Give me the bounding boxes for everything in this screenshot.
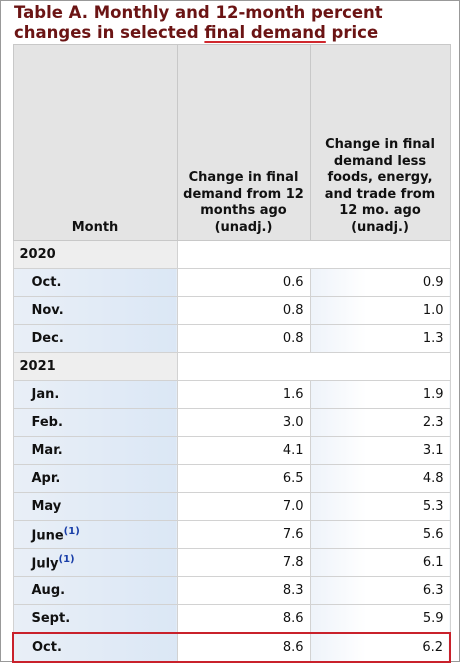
month-cell: Aug. xyxy=(12,576,178,605)
month-row: Dec. 0.8 1.3 xyxy=(12,324,451,353)
value-cell: 5.6 xyxy=(309,520,451,549)
footnote: (1) xyxy=(64,526,80,537)
month-cell: Oct. xyxy=(12,632,178,663)
value-cell: 5.3 xyxy=(309,492,451,521)
month-cell: Nov. xyxy=(12,296,178,325)
month-row: Oct. 0.6 0.9 xyxy=(12,268,451,297)
value-cell: 4.1 xyxy=(176,436,311,465)
header-row: Month Change in final demand from 12 mon… xyxy=(12,44,451,241)
month-row: Nov. 0.8 1.0 xyxy=(12,296,451,325)
value-cell: 6.3 xyxy=(309,576,451,605)
month-label: Oct. xyxy=(32,640,62,655)
blank-cell xyxy=(176,352,451,381)
value-cell: 1.9 xyxy=(309,380,451,409)
title-highlight: final demand xyxy=(204,23,326,42)
month-row: Aug. 8.3 6.3 xyxy=(12,576,451,605)
month-row: Oct. 8.6 6.2 xyxy=(12,632,451,663)
month-label: Dec. xyxy=(31,331,64,346)
month-row: Apr. 6.5 4.8 xyxy=(12,464,451,493)
month-row: Sept. 8.6 5.9 xyxy=(12,604,451,634)
month-row: May 7.0 5.3 xyxy=(12,492,451,521)
value-cell: 7.0 xyxy=(176,492,311,521)
month-cell: July(1) xyxy=(12,548,178,577)
value-cell: 7.8 xyxy=(176,548,311,577)
value-cell: 8.6 xyxy=(176,632,311,663)
year-row: 2021 xyxy=(12,352,451,381)
value-cell: 0.9 xyxy=(309,268,451,297)
month-row: Feb. 3.0 2.3 xyxy=(12,408,451,437)
footnote-link[interactable]: (1) xyxy=(63,525,80,537)
month-cell: Jan. xyxy=(12,380,178,409)
price-table: Month Change in final demand from 12 mon… xyxy=(12,44,451,663)
month-label: Nov. xyxy=(31,303,64,318)
year-cell: 2020 xyxy=(12,240,178,269)
month-label: Jan. xyxy=(31,387,60,402)
value-cell: 3.0 xyxy=(176,408,311,437)
value-cell: 1.6 xyxy=(176,380,311,409)
month-cell: Sept. xyxy=(12,604,178,634)
header-cell: Change in final demand from 12 months ag… xyxy=(176,44,311,241)
value-cell: 7.6 xyxy=(176,520,311,549)
month-cell: June(1) xyxy=(12,520,178,549)
month-label: Sept. xyxy=(31,611,71,626)
value-cell: 6.2 xyxy=(309,632,451,663)
blank-cell xyxy=(176,240,451,269)
value-cell: 3.1 xyxy=(309,436,451,465)
value-cell: 5.9 xyxy=(309,604,451,634)
month-label: Mar. xyxy=(31,443,63,458)
value-cell: 0.8 xyxy=(176,296,311,325)
value-cell: 8.6 xyxy=(176,604,311,634)
month-row: Jan. 1.6 1.9 xyxy=(12,380,451,409)
value-cell: 1.3 xyxy=(309,324,451,353)
month-label: Aug. xyxy=(31,583,66,598)
value-cell: 0.6 xyxy=(176,268,311,297)
month-label: Oct. xyxy=(31,275,62,290)
value-cell: 2.3 xyxy=(309,408,451,437)
month-cell: Apr. xyxy=(12,464,178,493)
month-label: June xyxy=(31,528,64,544)
month-cell: Mar. xyxy=(12,436,178,465)
value-cell: 6.5 xyxy=(176,464,311,493)
month-cell: Dec. xyxy=(12,324,178,353)
month-cell: Oct. xyxy=(12,268,178,297)
month-row: June(1) 7.6 5.6 xyxy=(12,520,451,549)
value-cell: 8.3 xyxy=(176,576,311,605)
month-row: Mar. 4.1 3.1 xyxy=(12,436,451,465)
month-cell: Feb. xyxy=(12,408,178,437)
month-label: Feb. xyxy=(31,415,63,430)
year-cell: 2021 xyxy=(12,352,178,381)
header-cell: Month xyxy=(12,44,178,241)
footnote: (1) xyxy=(59,554,75,565)
title-text: Table A. Monthly and 12-month percent ch… xyxy=(14,3,383,42)
month-label: July xyxy=(31,556,59,572)
header-cell: Change in final demand less foods, energ… xyxy=(309,44,451,241)
month-label: Apr. xyxy=(31,471,61,486)
month-row: July(1) 7.8 6.1 xyxy=(12,548,451,577)
table-body: 2020 Oct. 0.6 0.9 Nov. 0.8 1.0 Dec. 0.8 1.3 2021 Ja… xyxy=(12,240,451,663)
value-cell: 6.1 xyxy=(309,548,451,577)
value-cell: 0.8 xyxy=(176,324,311,353)
year-row: 2020 xyxy=(12,240,451,269)
footnote-link[interactable]: (1) xyxy=(58,553,75,565)
month-cell: May xyxy=(12,492,178,521)
month-label: May xyxy=(31,499,62,514)
value-cell: 1.0 xyxy=(309,296,451,325)
value-cell: 4.8 xyxy=(309,464,451,493)
